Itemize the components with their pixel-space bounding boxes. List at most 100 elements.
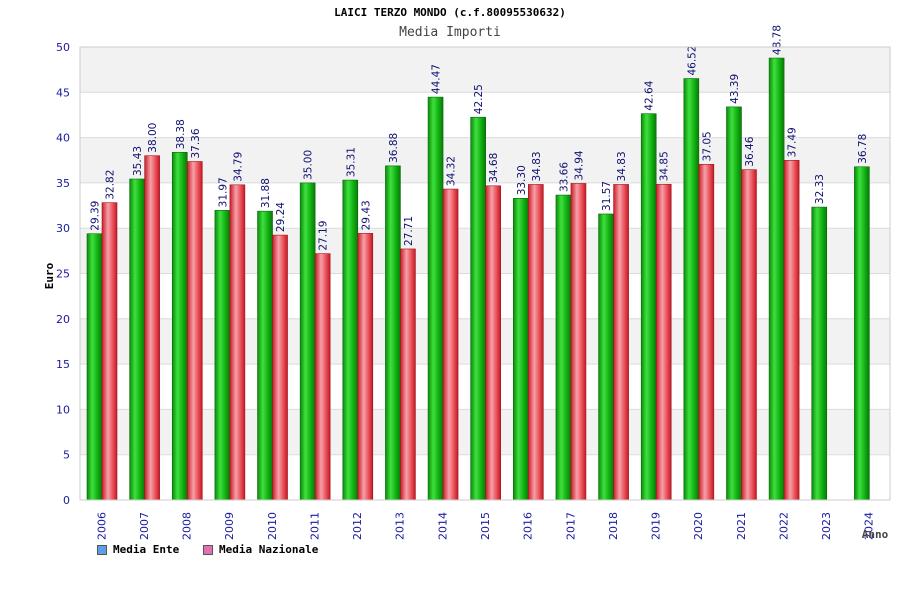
x-tick-label: 2012 <box>351 512 364 540</box>
data-label: 34.83 <box>531 151 543 181</box>
bar <box>613 184 629 501</box>
bar <box>698 164 715 501</box>
data-label: 34.85 <box>659 151 671 181</box>
data-label: 42.25 <box>473 84 485 114</box>
bar <box>357 233 374 501</box>
bar <box>854 166 870 501</box>
data-label: 37.49 <box>787 127 799 157</box>
x-tick-label: 2016 <box>522 512 535 540</box>
x-tick-label: 2020 <box>692 512 705 540</box>
data-label: 27.71 <box>403 216 415 246</box>
axes: 0 5 10 15 20 25 30 35 40 45 50 2006 2007 2008 2009 2010… <box>56 41 891 540</box>
x-tick-label: 2023 <box>820 512 833 540</box>
x-tick-label: 2008 <box>181 512 194 540</box>
bar <box>726 106 742 501</box>
data-label: 36.88 <box>388 133 400 163</box>
legend-swatch-media-ente <box>97 544 107 555</box>
x-tick-label: 2021 <box>735 512 748 540</box>
data-label: 34.83 <box>616 151 628 181</box>
bar <box>257 210 273 501</box>
data-label: 33.30 <box>516 165 528 195</box>
data-label: 31.57 <box>601 181 613 211</box>
y-tick-label: 30 <box>56 222 70 235</box>
bar <box>400 248 416 501</box>
y-tick-label: 40 <box>56 132 70 145</box>
chart-subtitle: Media Importi <box>399 25 501 40</box>
x-tick-label: 2022 <box>777 512 790 540</box>
data-label: 29.24 <box>275 202 287 232</box>
bar <box>129 178 145 501</box>
legend-label-media-ente: Media Ente <box>113 543 180 556</box>
data-label: 44.47 <box>431 64 443 94</box>
x-tick-label: 2015 <box>479 512 492 540</box>
bar <box>811 206 828 501</box>
y-tick-label: 20 <box>56 313 70 326</box>
y-tick-label: 25 <box>56 268 70 281</box>
data-label: 38.38 <box>175 119 187 149</box>
bar <box>171 151 188 501</box>
bars <box>86 57 870 501</box>
bar <box>598 213 614 501</box>
bar <box>229 184 246 501</box>
bar <box>442 188 459 501</box>
bar <box>570 183 587 501</box>
bar <box>783 160 800 501</box>
x-tick-label: 2013 <box>394 512 407 540</box>
x-tick-label: 2009 <box>223 512 236 540</box>
data-label: 35.31 <box>345 147 357 177</box>
x-tick-label: 2006 <box>95 512 108 540</box>
y-axis-label: Euro <box>43 262 56 289</box>
bar <box>86 233 103 501</box>
y-tick-label: 45 <box>56 86 70 99</box>
bar <box>768 57 785 501</box>
bar <box>655 183 672 501</box>
legend-swatch-media-nazionale <box>203 544 213 555</box>
x-tick-label: 2019 <box>650 512 663 540</box>
x-tick-label: 2024 <box>863 512 876 540</box>
y-tick-label: 10 <box>56 403 70 416</box>
y-tick-label: 0 <box>63 494 70 507</box>
bar <box>640 113 657 501</box>
y-tick-label: 50 <box>56 41 70 54</box>
data-label: 35.43 <box>132 146 144 176</box>
x-tick-label: 2014 <box>436 512 449 540</box>
bar <box>385 165 401 501</box>
x-tick-label: 2010 <box>266 512 279 540</box>
chart-title: LAICI TERZO MONDO (c.f.80095530632) <box>334 6 566 19</box>
data-label: 33.66 <box>558 162 570 192</box>
x-tick-label: 2011 <box>308 512 321 540</box>
y-tick-label: 35 <box>56 177 70 190</box>
data-label: 32.82 <box>105 170 117 200</box>
bar <box>342 179 359 501</box>
bar <box>214 210 231 501</box>
data-label: 42.64 <box>644 80 656 110</box>
x-tick-label: 2018 <box>607 512 620 540</box>
grid-band <box>80 47 890 93</box>
bar <box>272 234 288 501</box>
data-label: 38.00 <box>147 123 159 153</box>
data-label: 48.78 <box>772 25 784 55</box>
data-label: 29.39 <box>90 201 102 231</box>
bar <box>299 182 316 501</box>
bar <box>683 78 700 501</box>
bar <box>470 116 486 501</box>
x-axis-label: Anno <box>862 528 889 541</box>
data-label: 37.05 <box>701 131 713 161</box>
x-tick-label: 2017 <box>564 512 577 540</box>
data-label: 31.88 <box>260 178 272 208</box>
x-tick-label: 2007 <box>138 512 151 540</box>
legend-item-media-nazionale: Media Nazionale <box>203 543 318 556</box>
data-label: 34.94 <box>573 150 585 180</box>
plot-frame <box>79 46 891 501</box>
data-label: 37.36 <box>190 128 202 158</box>
y-tick-label: 15 <box>56 358 70 371</box>
data-label: 34.32 <box>446 156 458 186</box>
bar <box>427 96 444 501</box>
bar <box>741 169 757 501</box>
data-label: 34.79 <box>232 152 244 182</box>
data-label: 34.68 <box>488 153 500 183</box>
data-label: 43.39 <box>729 74 741 104</box>
legend-label-media-nazionale: Media Nazionale <box>219 543 319 556</box>
